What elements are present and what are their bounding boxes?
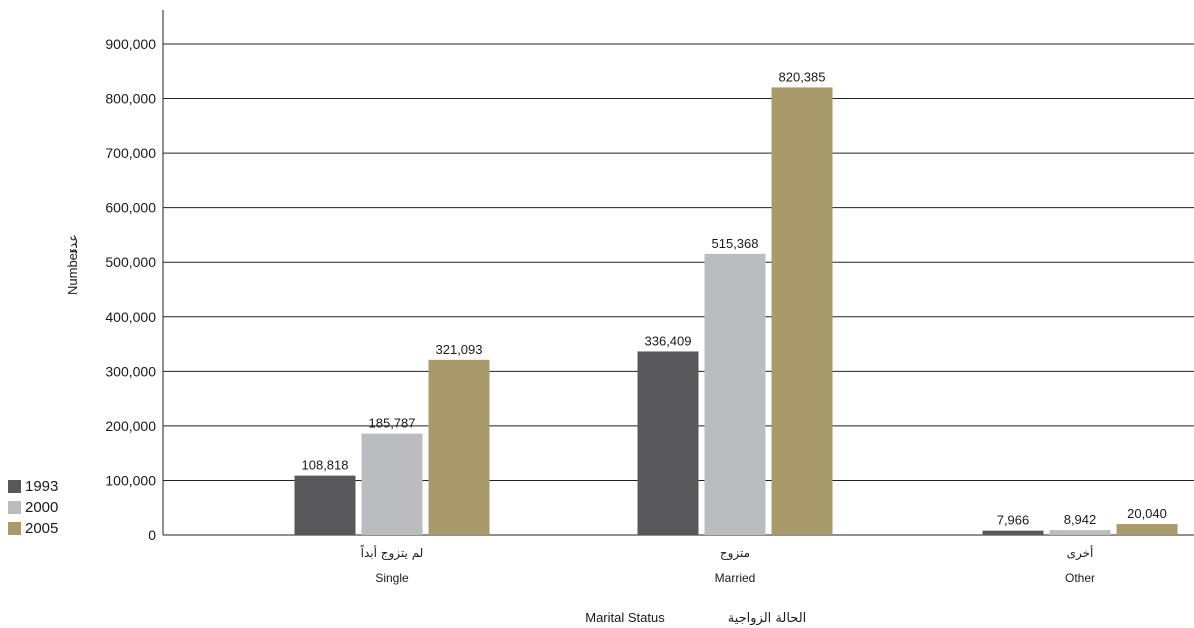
- value-labels: 108,818 185,787 321,093 336,409 515,368 820,3…: [302, 69, 1167, 527]
- value-label: 8,942: [1064, 512, 1097, 527]
- category-label: Married: [715, 571, 756, 585]
- value-label: 515,368: [712, 236, 759, 251]
- bar-single-2005: [428, 359, 490, 535]
- bar-married-2005: [771, 87, 833, 536]
- legend-swatch: [8, 480, 21, 493]
- legend-label: 2005: [25, 520, 59, 537]
- legend-label: 2000: [25, 499, 59, 516]
- category-label: Other: [1065, 571, 1095, 585]
- x-axis-title-arabic: الحالة الزواجية: [728, 611, 807, 626]
- bar-other-2000: [1049, 530, 1111, 535]
- y-tick-label: 400,000: [105, 309, 156, 325]
- value-label: 108,818: [302, 458, 349, 473]
- legend: 1993 2000 2005: [8, 476, 58, 539]
- y-axis-title-arabic: عدد: [66, 234, 81, 254]
- value-label: 336,409: [645, 333, 692, 348]
- value-label: 321,093: [436, 342, 483, 357]
- category-labels: لم يتزوج أبداً Single متزوج Married أخرى Othe…: [360, 544, 1095, 585]
- x-axis-title: Marital Status: [585, 610, 665, 625]
- value-label: 7,966: [997, 513, 1030, 528]
- y-tick-label: 800,000: [105, 91, 156, 107]
- bar-other-1993: [982, 530, 1044, 535]
- y-tick-label: 200,000: [105, 418, 156, 434]
- bar-single-2000: [361, 433, 423, 535]
- y-tick-label: 300,000: [105, 363, 156, 379]
- category-label: Single: [375, 571, 409, 585]
- y-tick-label: 500,000: [105, 254, 156, 270]
- bar-other-2005: [1116, 524, 1178, 535]
- y-axis-title: Number: [65, 248, 80, 295]
- value-label: 820,385: [779, 69, 826, 84]
- y-tick-labels: 0 100,000 200,000 300,000 400,000 500,000 600,…: [105, 36, 156, 543]
- legend-swatch: [8, 501, 21, 514]
- y-tick-label: 600,000: [105, 200, 156, 216]
- category-label-arabic: أخرى: [1067, 545, 1094, 561]
- bar-married-2000: [704, 253, 766, 535]
- bar-married-1993: [637, 351, 699, 535]
- legend-swatch: [8, 522, 21, 535]
- legend-item-1993: 1993: [8, 476, 58, 497]
- bars: [294, 87, 1178, 536]
- value-label: 185,787: [369, 416, 416, 431]
- category-label-arabic: لم يتزوج أبداً: [360, 544, 423, 561]
- bar-single-1993: [294, 475, 356, 535]
- legend-label: 1993: [25, 478, 59, 495]
- y-tick-label: 900,000: [105, 36, 156, 52]
- legend-item-2000: 2000: [8, 497, 58, 518]
- legend-item-2005: 2005: [8, 518, 58, 539]
- value-label: 20,040: [1127, 506, 1167, 521]
- y-tick-label: 0: [148, 527, 156, 543]
- y-tick-label: 700,000: [105, 145, 156, 161]
- y-tick-label: 100,000: [105, 472, 156, 488]
- category-label-arabic: متزوج: [720, 546, 750, 561]
